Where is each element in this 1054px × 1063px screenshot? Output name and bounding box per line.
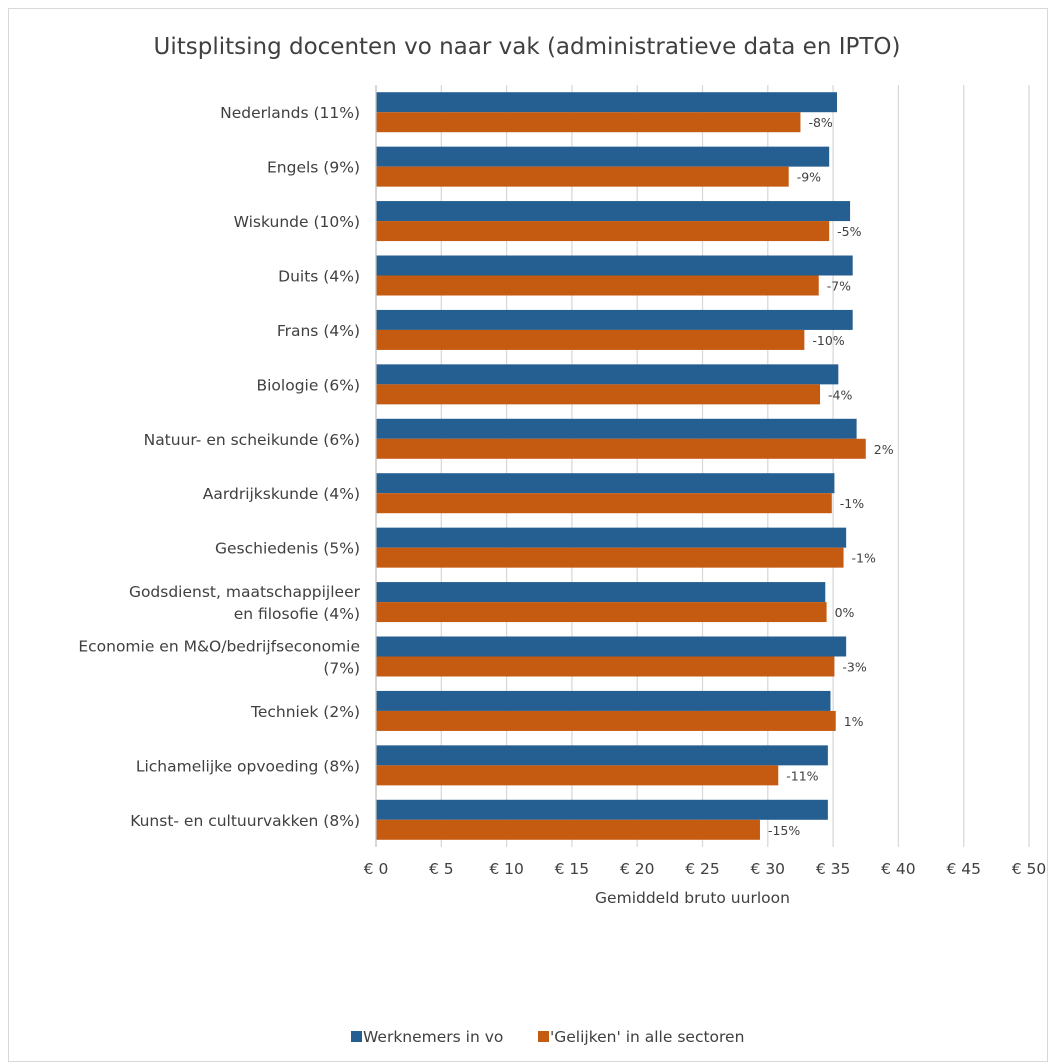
bar-werknemers [376, 364, 839, 385]
x-tick-label: € 20 [620, 860, 655, 878]
chart-title: Uitsplitsing docenten vo naar vak (admin… [153, 34, 901, 60]
category-label: Techniek (2%) [250, 703, 360, 721]
x-tick-label: € 50 [1012, 860, 1047, 878]
category-label: Kunst- en cultuurvakken (8%) [130, 812, 360, 830]
category-label: Geschiedenis (5%) [215, 540, 360, 558]
category-label: Economie en M&O/bedrijfseconomie [78, 638, 360, 656]
data-label: -9% [797, 170, 821, 185]
bar-werknemers [376, 92, 838, 113]
x-tick-label: € 40 [881, 860, 916, 878]
data-label: 0% [835, 605, 855, 620]
x-tick-label: € 30 [751, 860, 786, 878]
x-tick-label: € 0 [364, 860, 389, 878]
data-label: -11% [786, 768, 818, 783]
bar-werknemers [376, 201, 851, 222]
data-label: 2% [874, 442, 894, 457]
bar-werknemers [376, 309, 853, 330]
x-axis-title: Gemiddeld bruto uurloon [595, 889, 790, 907]
bar-gelijken [376, 547, 844, 568]
data-label: -4% [828, 387, 852, 402]
bar-gelijken [376, 765, 779, 786]
x-tick-label: € 5 [429, 860, 454, 878]
legend-swatch-werknemers [351, 1031, 362, 1042]
x-tick-label: € 15 [555, 860, 590, 878]
bar-werknemers [376, 636, 847, 657]
data-label: -8% [808, 115, 832, 130]
bar-werknemers [376, 690, 831, 711]
bar-gelijken [376, 275, 819, 296]
category-label: Frans (4%) [277, 322, 360, 340]
bar-gelijken [376, 438, 866, 459]
bar-werknemers [376, 146, 830, 167]
bar-gelijken [376, 493, 832, 514]
category-label: Nederlands (11%) [220, 104, 360, 122]
x-tick-label: € 10 [489, 860, 524, 878]
category-label: Duits (4%) [278, 268, 360, 286]
bar-gelijken [376, 329, 805, 350]
data-label: -3% [842, 660, 866, 675]
bar-werknemers [376, 527, 847, 548]
bar-werknemers [376, 473, 835, 494]
category-label: Engels (9%) [267, 159, 360, 177]
category-label: (7%) [323, 660, 360, 678]
bar-werknemers [376, 255, 853, 276]
legend-swatch-gelijken [538, 1031, 549, 1042]
category-label: en filosofie (4%) [234, 605, 360, 623]
bar-gelijken [376, 819, 760, 840]
data-label: -7% [827, 279, 851, 294]
category-label: Lichamelijke opvoeding (8%) [136, 757, 360, 775]
bar-werknemers [376, 799, 828, 820]
data-label: -1% [852, 551, 876, 566]
category-label: Natuur- en scheikunde (6%) [144, 431, 360, 449]
data-label: -10% [812, 333, 844, 348]
category-label: Wiskunde (10%) [234, 213, 360, 231]
x-tick-label: € 35 [816, 860, 851, 878]
legend-label-werknemers: Werknemers in vo [363, 1028, 503, 1046]
data-label: 1% [844, 714, 864, 729]
bar-werknemers [376, 745, 828, 766]
bar-gelijken [376, 221, 830, 242]
category-label: Godsdienst, maatschappijleer [129, 583, 361, 601]
bar-gelijken [376, 166, 789, 187]
data-label: -5% [837, 224, 861, 239]
data-label: -15% [768, 823, 800, 838]
bar-gelijken [376, 710, 836, 731]
chart-frame [8, 8, 1048, 1062]
category-label: Aardrijkskunde (4%) [203, 485, 360, 503]
bar-gelijken [376, 384, 821, 405]
bar-werknemers [376, 582, 826, 603]
x-tick-label: € 25 [685, 860, 720, 878]
legend-label-gelijken: 'Gelijken' in alle sectoren [550, 1028, 744, 1046]
x-tick-label: € 45 [946, 860, 981, 878]
category-label: Biologie (6%) [256, 376, 360, 394]
bar-gelijken [376, 112, 801, 133]
bar-werknemers [376, 418, 857, 439]
data-label: -1% [840, 496, 864, 511]
bar-gelijken [376, 656, 835, 677]
bar-gelijken [376, 602, 827, 623]
